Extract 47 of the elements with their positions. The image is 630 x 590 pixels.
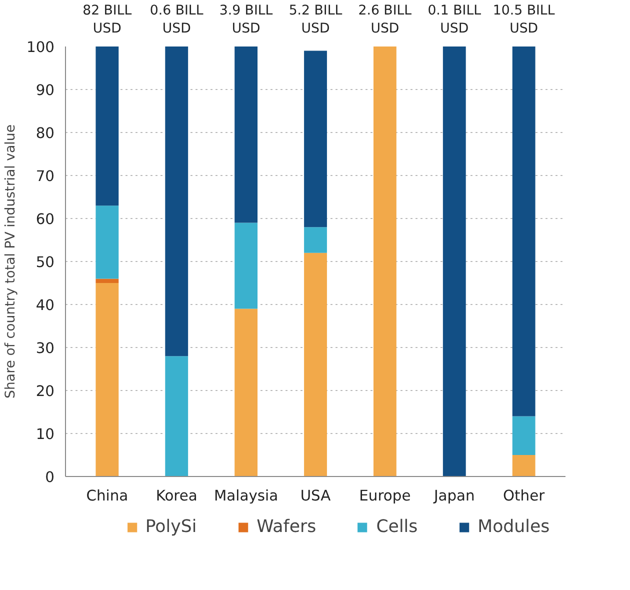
x-tick-label: Other (503, 488, 546, 504)
bar (234, 308, 258, 476)
text: 0.1 BILL USD (428, 4, 482, 36)
y-tick-label: 30 (36, 340, 55, 357)
y-axis-title: Share of country total PV industrial value (4, 124, 19, 399)
y-tick-label: 20 (36, 383, 55, 400)
legend-label: Cells (376, 517, 418, 537)
bar (512, 46, 536, 416)
bar (373, 46, 396, 476)
bar (96, 46, 119, 206)
y-tick-label: 100 (26, 39, 55, 56)
y-tick-label: 40 (36, 297, 55, 314)
x-tick-label: Japan (432, 488, 475, 504)
y-tick-label: 90 (36, 82, 55, 99)
legend-label: Wafers (256, 517, 316, 537)
text: 82 BILL USD (82, 4, 132, 36)
x-tick-label: USA (300, 488, 331, 504)
x-tick-label: China (86, 488, 128, 504)
bar (512, 416, 536, 455)
text: 5.2 BILL USD (288, 4, 343, 36)
bar (512, 455, 536, 476)
bar (96, 278, 119, 283)
x-tick-label: Malaysia (214, 488, 278, 504)
bar (234, 222, 258, 309)
y-tick-label: 0 (45, 469, 55, 486)
y-tick-label: 50 (36, 254, 55, 271)
bar (304, 50, 327, 228)
legend-label: PolySi (145, 517, 197, 537)
bar (442, 46, 466, 476)
bar (234, 46, 258, 223)
x-tick-label: Europe (359, 488, 411, 504)
text: 2.6 BILL USD (358, 4, 412, 36)
bar (304, 227, 327, 253)
bar (96, 283, 119, 476)
bar (304, 252, 327, 476)
y-tick-label: 80 (36, 125, 55, 142)
text: 0.6 BILL USD (150, 4, 204, 36)
y-tick-label: 60 (36, 211, 55, 228)
y-tick-label: 10 (36, 426, 55, 443)
text: 3.9 BILL USD (219, 4, 274, 36)
bar (96, 206, 119, 279)
bar (165, 356, 188, 476)
x-tick-label: Korea (156, 488, 198, 504)
legend-label: Modules (478, 517, 550, 537)
text: 10.5 BILL USD (492, 4, 556, 36)
y-tick-label: 70 (36, 168, 55, 185)
bar (165, 46, 188, 356)
